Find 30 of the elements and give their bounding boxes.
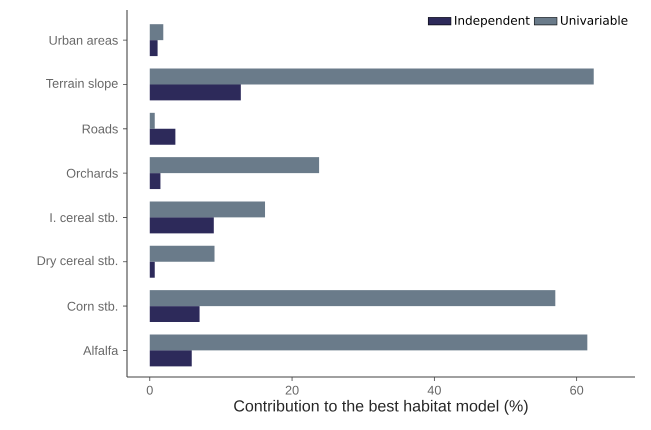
bar xyxy=(150,334,588,350)
x-axis-title: Contribution to the best habitat model (%) xyxy=(234,400,528,415)
bar xyxy=(150,84,241,100)
legend-label: Univariable xyxy=(560,16,628,25)
y-tick-label: Orchards xyxy=(66,168,118,178)
x-tick-label: 0 xyxy=(146,386,153,395)
bar xyxy=(150,40,158,56)
x-tick-label: 60 xyxy=(570,386,584,395)
y-tick-label: Urban areas xyxy=(50,35,118,45)
x-tick-label: 40 xyxy=(428,386,441,395)
bar xyxy=(150,68,594,84)
bar xyxy=(150,306,200,322)
bar xyxy=(150,217,214,234)
bar xyxy=(150,24,164,40)
y-tick-label: Corn stb. xyxy=(68,301,118,311)
bar xyxy=(150,290,556,306)
bar xyxy=(150,246,215,262)
x-tick-label: 20 xyxy=(286,386,299,395)
y-tick-label: Terrain slope xyxy=(46,78,118,90)
bar xyxy=(150,112,155,129)
y-tick-label: Alfalfa xyxy=(83,346,118,356)
y-tick-label: Dry cereal stb. xyxy=(38,256,118,268)
bar xyxy=(150,128,176,145)
bar xyxy=(150,173,160,190)
legend-label: Independent xyxy=(455,16,530,28)
bar xyxy=(150,201,266,218)
y-tick-label: Roads xyxy=(82,124,118,134)
y-tick-label: I. cereal stb. xyxy=(50,212,118,222)
bar xyxy=(150,350,192,366)
bar xyxy=(150,157,320,174)
